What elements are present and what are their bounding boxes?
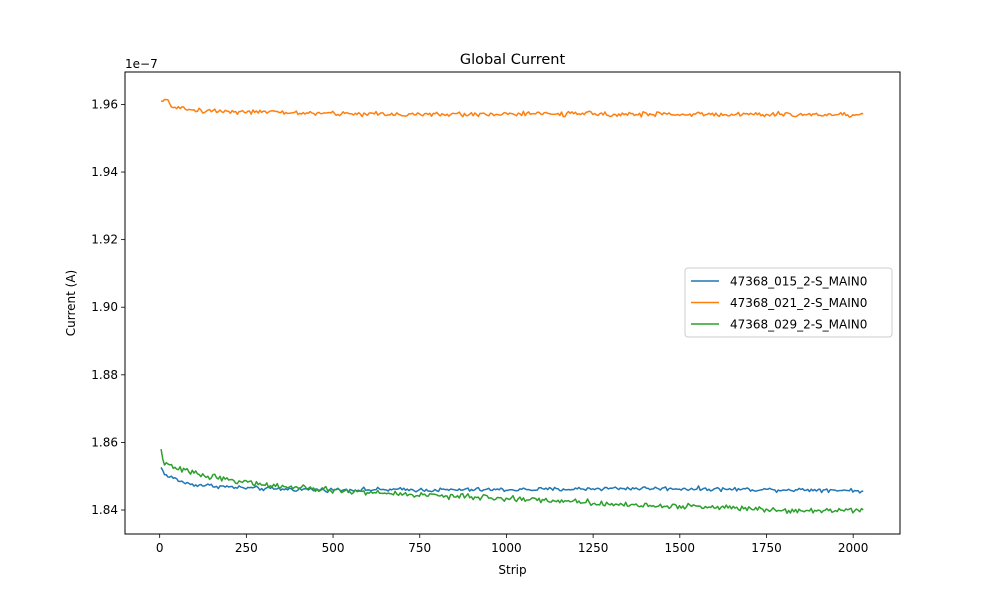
plot-frame [124, 71, 901, 535]
y-tick-label: 1.90 [91, 300, 118, 314]
series-line [160, 448, 864, 514]
y-axis-ticks: 1.84 1.86 1.88 1.90 1.92 1.94 1.96 [91, 97, 125, 517]
legend-box [684, 267, 893, 338]
legend-label: 47368_029_2-S_MAIN0 [730, 318, 867, 332]
y-tick-label: 1.86 [91, 435, 118, 449]
x-tick-label: 0 [156, 541, 164, 555]
y-tick-label: 1.88 [91, 368, 118, 382]
x-axis-label: Strip [498, 563, 526, 577]
legend-label: 47368_021_2-S_MAIN0 [730, 296, 867, 310]
x-tick-label: 1250 [578, 541, 609, 555]
x-axis-ticks: 0 250 500 750 1000 1250 1500 1750 2000 [156, 534, 869, 555]
x-tick-label: 1500 [665, 541, 696, 555]
y-tick-label: 1.96 [91, 97, 118, 111]
legend: 47368_015_2-S_MAIN0 47368_021_2-S_MAIN0 47… [684, 267, 893, 338]
chart-title: Global Current [460, 52, 566, 68]
x-tick-label: 500 [322, 541, 345, 555]
legend-label: 47368_015_2-S_MAIN0 [730, 275, 867, 289]
y-axis-label: Current (A) [64, 270, 78, 336]
x-tick-label: 2000 [838, 541, 869, 555]
y-tick-label: 1.84 [91, 503, 118, 517]
series-line [160, 467, 864, 494]
x-tick-label: 1750 [751, 541, 782, 555]
series-line [160, 98, 864, 118]
y-axis-offset-label: 1e−7 [125, 57, 158, 71]
x-tick-label: 1000 [491, 541, 522, 555]
x-tick-label: 750 [408, 541, 431, 555]
x-tick-label: 250 [235, 541, 258, 555]
y-tick-label: 1.92 [91, 233, 118, 247]
y-tick-label: 1.94 [91, 165, 118, 179]
plot-lines [160, 98, 864, 514]
